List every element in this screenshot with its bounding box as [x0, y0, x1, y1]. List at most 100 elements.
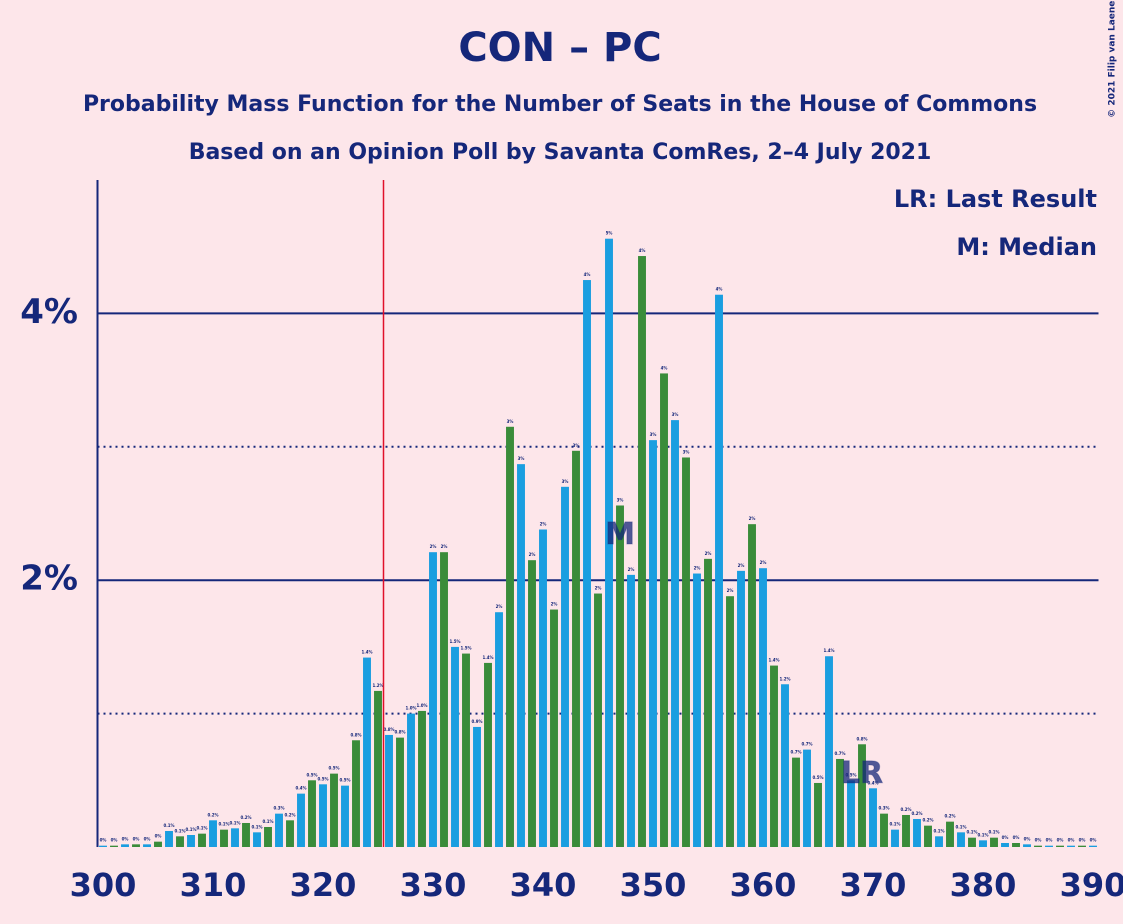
value-label: 2%	[749, 516, 756, 521]
bar	[616, 505, 624, 847]
value-label: 0.8%	[350, 732, 361, 737]
value-label: 0.5%	[306, 772, 317, 777]
value-label: 0.1%	[955, 824, 966, 829]
value-label: 0.1%	[218, 822, 229, 827]
bar	[605, 238, 613, 848]
bar	[1067, 845, 1075, 847]
value-label: 3%	[617, 497, 624, 502]
value-label: 0.5%	[339, 778, 350, 783]
value-label: 0%	[1079, 838, 1086, 843]
value-label: 3%	[683, 449, 690, 454]
bar	[792, 757, 800, 847]
legend-entry: LR: Last Result	[894, 185, 1097, 213]
bar	[869, 788, 877, 847]
marker-label: LR	[841, 756, 883, 791]
value-label: 3%	[562, 479, 569, 484]
bar	[110, 845, 118, 847]
bar	[1001, 842, 1009, 847]
value-label: 2%	[727, 588, 734, 593]
bar	[418, 710, 426, 847]
value-label: 0.2%	[922, 818, 933, 823]
value-label: 1.4%	[482, 655, 493, 660]
value-label: 1.4%	[361, 650, 372, 655]
bar	[242, 822, 250, 847]
value-label: 2%	[430, 544, 437, 549]
bar	[473, 726, 481, 847]
x-tick-label: 360	[730, 866, 797, 904]
value-label: 0%	[1035, 838, 1042, 843]
value-label: 1.4%	[823, 648, 834, 653]
value-label: 3%	[518, 456, 525, 461]
bar	[495, 612, 503, 847]
bar	[1045, 845, 1053, 847]
bar	[968, 837, 976, 847]
subtitle: Probability Mass Function for the Number…	[83, 92, 1037, 117]
x-tick-label: 300	[70, 866, 137, 904]
bar	[396, 737, 404, 847]
bar	[451, 646, 459, 847]
value-label: 0.7%	[834, 751, 845, 756]
bar	[550, 609, 558, 847]
x-tick-label: 330	[400, 866, 467, 904]
bar	[539, 529, 547, 847]
x-tick-label: 310	[180, 866, 247, 904]
bar	[253, 832, 261, 847]
value-label: 0%	[1090, 838, 1097, 843]
value-label: 0.5%	[317, 776, 328, 781]
value-label: 0%	[111, 838, 118, 843]
bar	[165, 830, 173, 847]
y-tick-label: 2%	[20, 559, 78, 599]
bar	[561, 486, 569, 847]
bar	[352, 740, 360, 847]
value-label: 0.1%	[966, 830, 977, 835]
bar	[429, 552, 437, 847]
bar	[759, 568, 767, 847]
value-label: 0.9%	[471, 719, 482, 724]
value-label: 0%	[155, 834, 162, 839]
value-label: 0.5%	[812, 775, 823, 780]
bar	[979, 840, 987, 847]
value-label: 0.2%	[900, 807, 911, 812]
value-label: 0.8%	[394, 730, 405, 735]
value-label: 0.1%	[163, 823, 174, 828]
value-label: 1.0%	[416, 703, 427, 708]
bar	[902, 814, 910, 847]
bar	[924, 825, 932, 847]
bar	[1078, 845, 1086, 847]
value-label: 0.3%	[273, 806, 284, 811]
bar	[638, 256, 646, 848]
copyright: © 2021 Filip van Laenen	[1108, 0, 1118, 118]
value-label: 0%	[1057, 838, 1064, 843]
bar	[121, 844, 129, 847]
value-label: 0.8%	[383, 727, 394, 732]
value-label: 0.2%	[207, 812, 218, 817]
value-label: 0.1%	[262, 819, 273, 824]
value-label: 1.4%	[768, 658, 779, 663]
value-label: 0.2%	[944, 814, 955, 819]
bar	[297, 793, 305, 847]
bar	[286, 820, 294, 847]
bar	[143, 844, 151, 847]
value-label: 2%	[595, 586, 602, 591]
bar	[935, 836, 943, 847]
value-label: 1.0%	[405, 706, 416, 711]
bar	[781, 684, 789, 847]
chart-title: CON – PC	[458, 25, 661, 71]
bar	[220, 829, 228, 847]
bar	[1089, 845, 1097, 847]
bar	[407, 713, 415, 847]
value-label: 0.1%	[889, 822, 900, 827]
value-label: 3%	[507, 419, 514, 424]
value-label: 0.3%	[878, 806, 889, 811]
bar	[803, 749, 811, 847]
bar	[1034, 845, 1042, 847]
value-label: 2%	[441, 544, 448, 549]
value-label: 0%	[133, 836, 140, 841]
bar	[693, 573, 701, 847]
bar	[836, 758, 844, 847]
bar	[187, 834, 195, 847]
value-label: 0%	[1013, 835, 1020, 840]
value-label: 0.1%	[988, 830, 999, 835]
bar	[946, 821, 954, 847]
